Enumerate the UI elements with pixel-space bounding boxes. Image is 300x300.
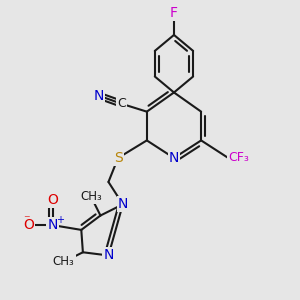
Text: F: F	[170, 6, 178, 20]
Text: CH₃: CH₃	[80, 190, 102, 203]
Text: O: O	[47, 193, 58, 206]
Text: +: +	[56, 215, 64, 225]
Text: CH₃: CH₃	[53, 255, 75, 268]
Text: C: C	[117, 97, 126, 110]
Text: N: N	[118, 197, 128, 211]
Text: N: N	[47, 218, 58, 232]
Text: N: N	[169, 151, 179, 165]
Text: CF₃: CF₃	[228, 152, 249, 164]
Text: S: S	[114, 151, 122, 165]
Text: N: N	[94, 89, 104, 103]
Text: ⁻: ⁻	[24, 213, 30, 226]
Text: O: O	[23, 218, 34, 232]
Text: N: N	[103, 248, 114, 262]
